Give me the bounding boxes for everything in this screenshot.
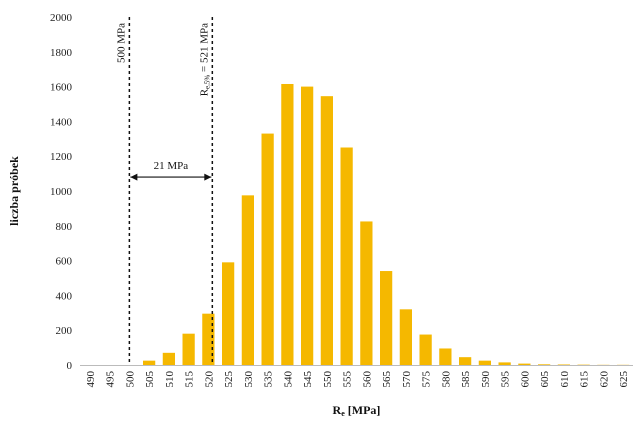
y-tick-label: 800 (56, 221, 73, 233)
x-axis-title-subscript: e (341, 409, 345, 418)
x-tick-label: 610 (559, 371, 571, 388)
x-tick-label: 590 (480, 371, 492, 388)
x-tick-label: 545 (302, 371, 314, 388)
bar (518, 363, 531, 365)
bar (360, 221, 373, 365)
bars (143, 83, 630, 366)
bar (281, 83, 294, 366)
x-tick-label: 530 (243, 371, 255, 388)
reference-label-521-subscript: e,5% (203, 75, 211, 89)
x-tick-label: 620 (598, 371, 610, 388)
x-tick-label: 495 (105, 371, 117, 388)
x-tick-label: 500 (124, 371, 136, 388)
bar (459, 357, 472, 365)
y-tick-label: 1400 (50, 116, 73, 128)
y-tick-label: 600 (56, 256, 73, 268)
reference-label-521-value: = 521 MPa (198, 23, 210, 75)
y-tick-label: 2000 (50, 12, 73, 24)
bar (380, 271, 393, 365)
x-tick-label: 535 (263, 371, 275, 388)
bar (182, 333, 195, 365)
x-tick-label: 605 (539, 371, 551, 388)
bar (399, 309, 412, 365)
y-tick-label: 1000 (50, 186, 73, 198)
bar (340, 147, 353, 365)
x-tick-label: 505 (144, 371, 156, 388)
x-tick-label: 515 (184, 371, 196, 388)
bar (538, 364, 551, 366)
bar (301, 86, 314, 365)
x-tick-label: 510 (164, 371, 176, 388)
bar (320, 96, 333, 366)
x-tick-label: 520 (203, 371, 215, 388)
y-tick-label: 1200 (50, 151, 73, 163)
x-tick-label: 540 (282, 371, 294, 388)
x-tick-label: 490 (85, 371, 97, 388)
reference-label-521: Re,5% = 521 MPa (198, 23, 211, 96)
span-label: 21 MPa (154, 160, 189, 172)
span-arrowhead-left (130, 173, 138, 181)
bar (202, 313, 215, 365)
bar (162, 352, 175, 365)
x-tick-label: 570 (401, 371, 413, 388)
x-tick-label: 550 (322, 371, 334, 388)
bar (143, 360, 156, 365)
bar (261, 133, 274, 365)
x-tick-label: 585 (460, 371, 472, 388)
x-axis-title-unit: [MPa] (345, 403, 381, 417)
x-tick-label: 565 (381, 371, 393, 388)
x-tick-label: 595 (500, 371, 512, 388)
y-tick-label: 1800 (50, 47, 73, 59)
x-axis-title: Re [MPa] (333, 403, 381, 418)
x-axis-title-main: R (333, 403, 342, 417)
x-tick-label: 560 (361, 371, 373, 388)
x-tick-label: 575 (421, 371, 433, 388)
bar (498, 362, 511, 365)
x-tick-label: 525 (223, 371, 235, 388)
x-axis-ticks: 490 495 500 505 510 515 520 525 530 535 540 545 550 5… (85, 371, 630, 388)
bar (222, 262, 235, 365)
y-tick-label: 1600 (50, 82, 73, 94)
bar (241, 195, 254, 365)
bar (439, 348, 452, 365)
bar (557, 364, 570, 366)
x-tick-label: 625 (618, 371, 630, 388)
y-tick-label: 400 (56, 290, 73, 302)
y-tick-label: 0 (67, 360, 73, 372)
bar (419, 334, 432, 365)
y-tick-label: 200 (56, 325, 73, 337)
y-axis-title: liczba próbek (7, 156, 21, 226)
x-tick-label: 615 (579, 371, 591, 388)
reference-label-500: 500 MPa (115, 23, 127, 63)
x-tick-label: 580 (440, 371, 452, 388)
annotations: 500 MPa Re,5% = 521 MPa 21 MPa (115, 17, 214, 365)
x-tick-label: 600 (519, 371, 531, 388)
span-arrowhead-right (204, 173, 212, 181)
x-tick-label: 555 (342, 371, 354, 388)
y-axis-ticks: 0 200 400 600 800 1000 1200 1400 1600 1800 2000 (50, 12, 73, 372)
bar (478, 360, 491, 365)
reference-label-521-main: R (198, 88, 210, 96)
